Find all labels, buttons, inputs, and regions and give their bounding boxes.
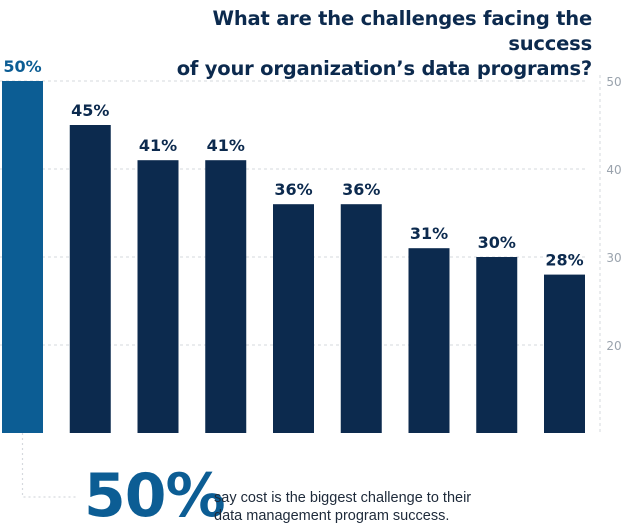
chart-title: What are the challenges facing the succe… (132, 6, 592, 81)
bar (273, 204, 314, 433)
y-tick-label: 30 (606, 251, 621, 265)
callout-connector (21, 433, 78, 498)
bar (476, 257, 518, 433)
chart-title-line-1: What are the challenges facing the succe… (212, 7, 593, 55)
bar-value-label: 28% (545, 251, 583, 270)
bar-value-label: 30% (478, 233, 516, 252)
bar (137, 160, 179, 433)
bar (2, 81, 43, 433)
bar-value-label: 41% (139, 136, 177, 155)
bar-value-label: 36% (342, 180, 380, 199)
y-tick-label: 40 (606, 163, 621, 177)
bar (544, 274, 585, 433)
chart-title-line-2: of your organization’s data programs? (176, 57, 592, 80)
y-tick-label: 20 (606, 339, 621, 353)
bar (69, 125, 111, 433)
bar-value-label: 45% (71, 101, 109, 120)
bar (340, 204, 382, 433)
bar (408, 248, 450, 433)
y-tick-label: 50 (606, 75, 621, 89)
bar (205, 160, 247, 433)
bar-value-label: 41% (207, 136, 245, 155)
callout-text: say cost is the biggest challenge to the… (214, 489, 594, 525)
callout-text-line-2: data management program success. (214, 508, 450, 524)
callout-text-line-1: say cost is the biggest challenge to the… (214, 490, 472, 506)
bar-value-label: 50% (3, 57, 41, 76)
bar-value-label: 31% (410, 224, 448, 243)
bar-value-label: 36% (274, 180, 312, 199)
callout-number: 50% (84, 461, 226, 531)
